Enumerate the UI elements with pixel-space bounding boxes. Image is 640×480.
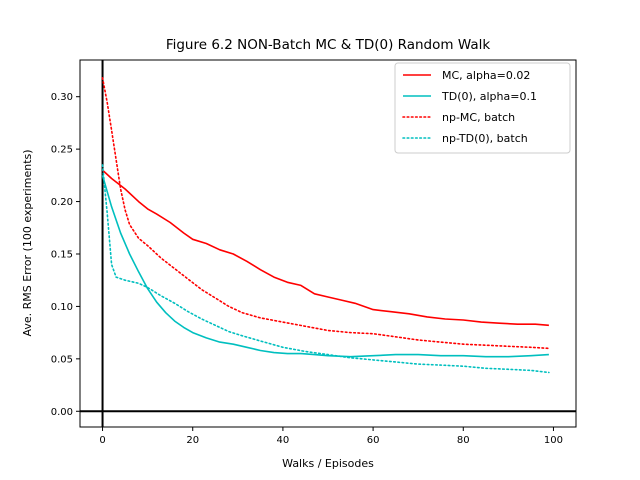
y-tick-label: 0.10 xyxy=(51,302,73,313)
y-tick-label: 0.20 xyxy=(51,197,73,208)
x-tick-label: 100 xyxy=(544,435,563,446)
series-line-3 xyxy=(101,77,550,350)
x-axis-label: Walks / Episodes xyxy=(282,457,374,470)
plot-frame xyxy=(79,59,577,428)
y-tick-label: 0.00 xyxy=(51,407,73,418)
legend-label-4: np-TD(0), batch xyxy=(442,132,528,145)
y-tick-label: 0.30 xyxy=(51,92,73,103)
series-lines xyxy=(101,77,550,374)
y-tick-label: 0.25 xyxy=(51,145,73,156)
x-tick-label: 0 xyxy=(99,435,105,446)
legend-label-3: np-MC, batch xyxy=(442,111,515,124)
legend-box xyxy=(394,62,571,154)
series-line-1 xyxy=(101,169,549,327)
x-tick-label: 80 xyxy=(457,435,470,446)
x-tick-label: 40 xyxy=(277,435,290,446)
chart-title: Figure 6.2 NON-Batch MC & TD(0) Random W… xyxy=(166,37,491,53)
legend-label-1: MC, alpha=0.02 xyxy=(442,69,530,82)
x-tick-label: 20 xyxy=(186,435,199,446)
series-line-2 xyxy=(101,175,549,358)
legend: MC, alpha=0.02 TD(0), alpha=0.1 np-MC, bat… xyxy=(394,62,571,154)
series-line-4 xyxy=(101,164,550,374)
x-tick-label: 60 xyxy=(367,435,380,446)
y-tick-label: 0.05 xyxy=(51,354,73,365)
y-tick-label: 0.15 xyxy=(51,249,73,260)
y-axis-label: Ave. RMS Error (100 experiments) xyxy=(21,149,34,336)
x-axis-ticks: 0 20 40 60 80 100 xyxy=(99,427,563,446)
y-axis-ticks: 0.00 0.05 0.10 0.15 0.20 0.25 0.30 xyxy=(51,92,80,418)
plot-area xyxy=(79,59,577,428)
legend-label-2: TD(0), alpha=0.1 xyxy=(441,90,537,103)
